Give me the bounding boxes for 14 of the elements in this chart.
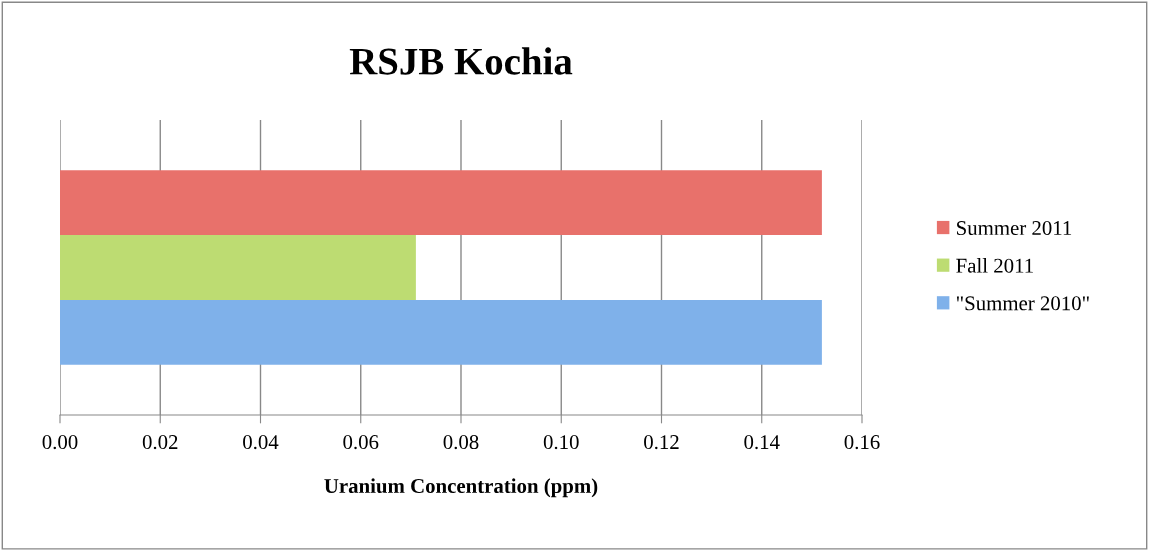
x-tick-label: 0.10 bbox=[543, 435, 579, 450]
x-tick-label: 0.12 bbox=[644, 435, 679, 450]
x-tick-label: 0.00 bbox=[42, 435, 78, 450]
x-tick-label: 0.06 bbox=[343, 435, 379, 450]
legend-label: "Summer 2010" bbox=[956, 296, 1089, 311]
x-tick-label: 0.16 bbox=[844, 435, 880, 450]
x-tick-label: 0.04 bbox=[243, 435, 279, 450]
chart-title: RSJB Kochia bbox=[349, 47, 573, 75]
x-tick-label: 0.08 bbox=[443, 435, 479, 450]
x-axis-title: Uranium Concentration (ppm) bbox=[324, 478, 598, 498]
legend-label: Summer 2011 bbox=[957, 221, 1072, 236]
x-tick-label: 0.02 bbox=[142, 435, 178, 450]
legend-label: Fall 2011 bbox=[956, 258, 1033, 273]
x-tick-label: 0.14 bbox=[744, 435, 780, 450]
